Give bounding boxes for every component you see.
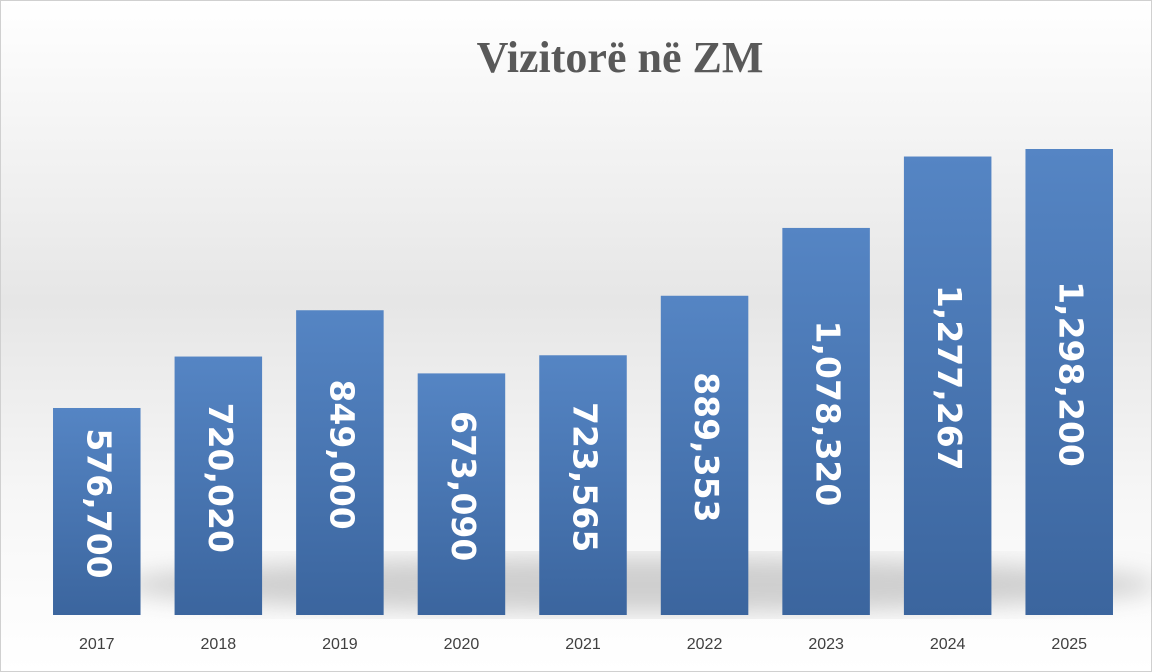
data-label: 1,298,200 xyxy=(1052,281,1091,467)
data-label: 720,020 xyxy=(201,403,240,553)
bar xyxy=(1025,149,1113,615)
x-tick-label: 2018 xyxy=(201,636,237,653)
data-label: 673,090 xyxy=(444,411,483,561)
bar xyxy=(660,295,749,615)
x-tick-label: 2019 xyxy=(322,636,358,653)
x-tick-label: 2022 xyxy=(687,636,723,653)
bar xyxy=(174,356,263,615)
x-tick-label: 2025 xyxy=(1051,636,1087,653)
x-tick-label: 2023 xyxy=(808,636,844,653)
bar xyxy=(903,156,992,615)
data-label: 1,078,320 xyxy=(809,321,848,507)
x-tick-label: 2017 xyxy=(79,636,115,653)
data-label: 723,565 xyxy=(566,402,605,552)
bar-shadow xyxy=(120,557,1152,613)
bar xyxy=(53,407,141,615)
x-tick-label: 2021 xyxy=(565,636,601,653)
data-label: 849,000 xyxy=(322,379,361,529)
x-tick-label: 2020 xyxy=(444,636,480,653)
bar xyxy=(296,310,384,615)
x-tick-label: 2024 xyxy=(930,636,966,653)
chart-title: Vizitorë në ZM xyxy=(477,33,764,82)
data-label: 1,277,267 xyxy=(930,285,969,471)
bar xyxy=(417,373,506,615)
bar xyxy=(539,355,627,615)
data-label: 889,353 xyxy=(687,372,726,522)
data-label: 576,700 xyxy=(79,428,118,578)
bar xyxy=(782,227,870,616)
